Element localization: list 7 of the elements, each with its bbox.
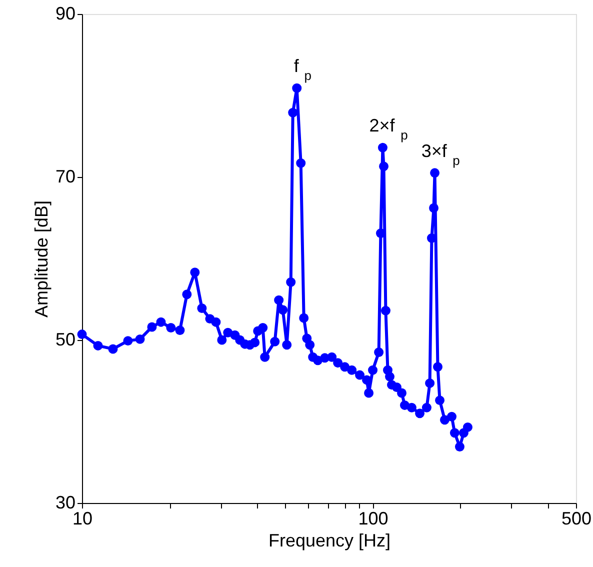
- x-axis-title: Frequency [Hz]: [268, 530, 391, 550]
- x-tick-label: 500: [561, 508, 592, 528]
- y-tick-label: 50: [55, 330, 76, 350]
- y-axis-title: Amplitude [dB]: [31, 200, 52, 318]
- y-tick-label: 90: [55, 4, 76, 24]
- x-tick-label: 100: [358, 508, 388, 528]
- y-tick-label: 70: [55, 166, 76, 186]
